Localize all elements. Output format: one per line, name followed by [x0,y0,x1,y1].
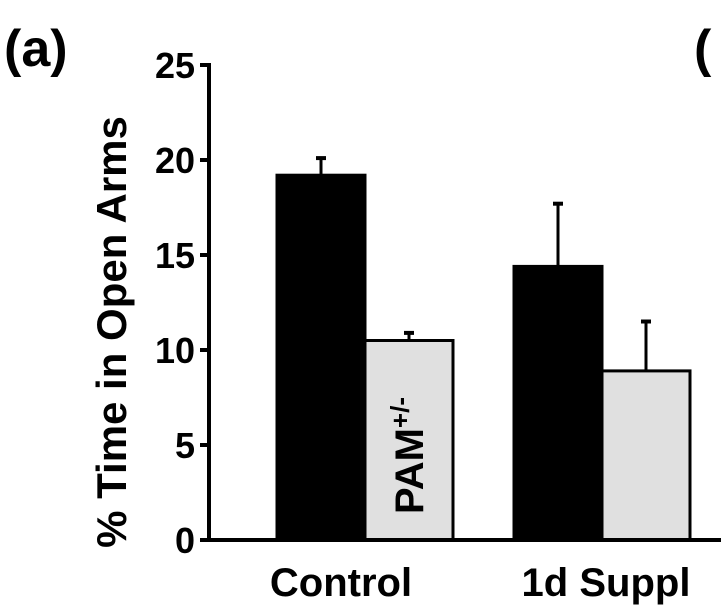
y-tick-label: 5 [175,425,195,466]
y-tick-label: 10 [155,330,195,371]
series-label-pam: PAM+/- [385,397,432,514]
x-axis: Control 1d Suppl [207,538,721,605]
y-tick-label: 15 [155,235,195,276]
y-tick-label: 25 [155,45,195,86]
y-axis-title: % Time in Open Arms [88,116,135,548]
bar-pam-1 [600,369,692,542]
panel-label: (a) [4,20,68,78]
x-category-label: Control [270,561,412,605]
bars: WT PAM+/- [275,156,692,542]
y-tick-label: 20 [155,140,195,181]
x-category-label: 1d Suppl [522,561,691,605]
y-tick-label: 0 [175,520,195,561]
y-axis: 0 5 10 15 20 25 [155,45,211,561]
bar-wt-1 [512,264,604,542]
series-label-wt: WT [300,452,344,514]
next-panel-label: ( [694,20,712,78]
